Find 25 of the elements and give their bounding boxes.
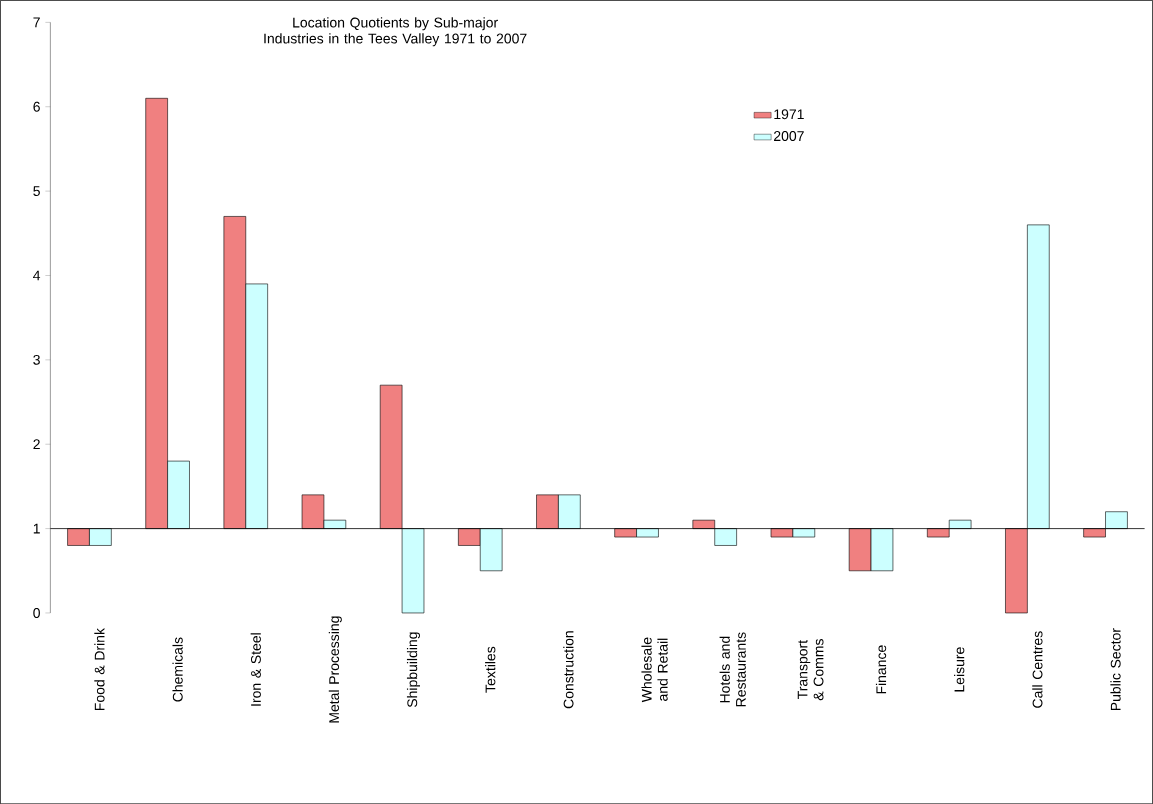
x-tick-label: Iron & Steel: [250, 633, 261, 706]
legend-label: 1971: [774, 109, 804, 120]
y-tick-label: 0: [33, 607, 40, 618]
x-tick-label: Call Centres: [1032, 631, 1043, 708]
x-tick-label: Leisure: [954, 647, 965, 692]
x-tick-label: Transport & Comms: [797, 638, 824, 701]
x-tick-label: Textiles: [485, 646, 496, 693]
y-tick-label: 5: [33, 186, 40, 196]
legend-label: 2007: [774, 130, 804, 141]
x-tick-label: Shipbuilding: [406, 632, 420, 707]
y-tick-label: 7: [33, 17, 40, 28]
x-tick-label: Public Sector: [1110, 628, 1121, 710]
x-tick-label: Finance: [875, 645, 887, 694]
chart-title: Location Quotients by Sub-major Industries in the Tees Valley 1971 to 2007: [264, 17, 527, 47]
x-tick-label: Hotels and Restaurants: [719, 632, 746, 707]
x-tick-label: Metal Processing: [328, 616, 342, 723]
y-tick-label: 1: [33, 523, 40, 534]
x-tick-label: Food & Drink: [94, 627, 105, 710]
y-tick-label: 6: [33, 101, 40, 112]
y-tick-label: 3: [33, 354, 40, 365]
y-tick-label: 4: [33, 270, 41, 281]
x-tick-label: Construction: [563, 631, 574, 709]
x-tick-label: Chemicals: [172, 637, 183, 702]
y-tick-label: 2: [33, 439, 40, 449]
x-tick-label: Wholesale and Retail: [641, 637, 668, 703]
